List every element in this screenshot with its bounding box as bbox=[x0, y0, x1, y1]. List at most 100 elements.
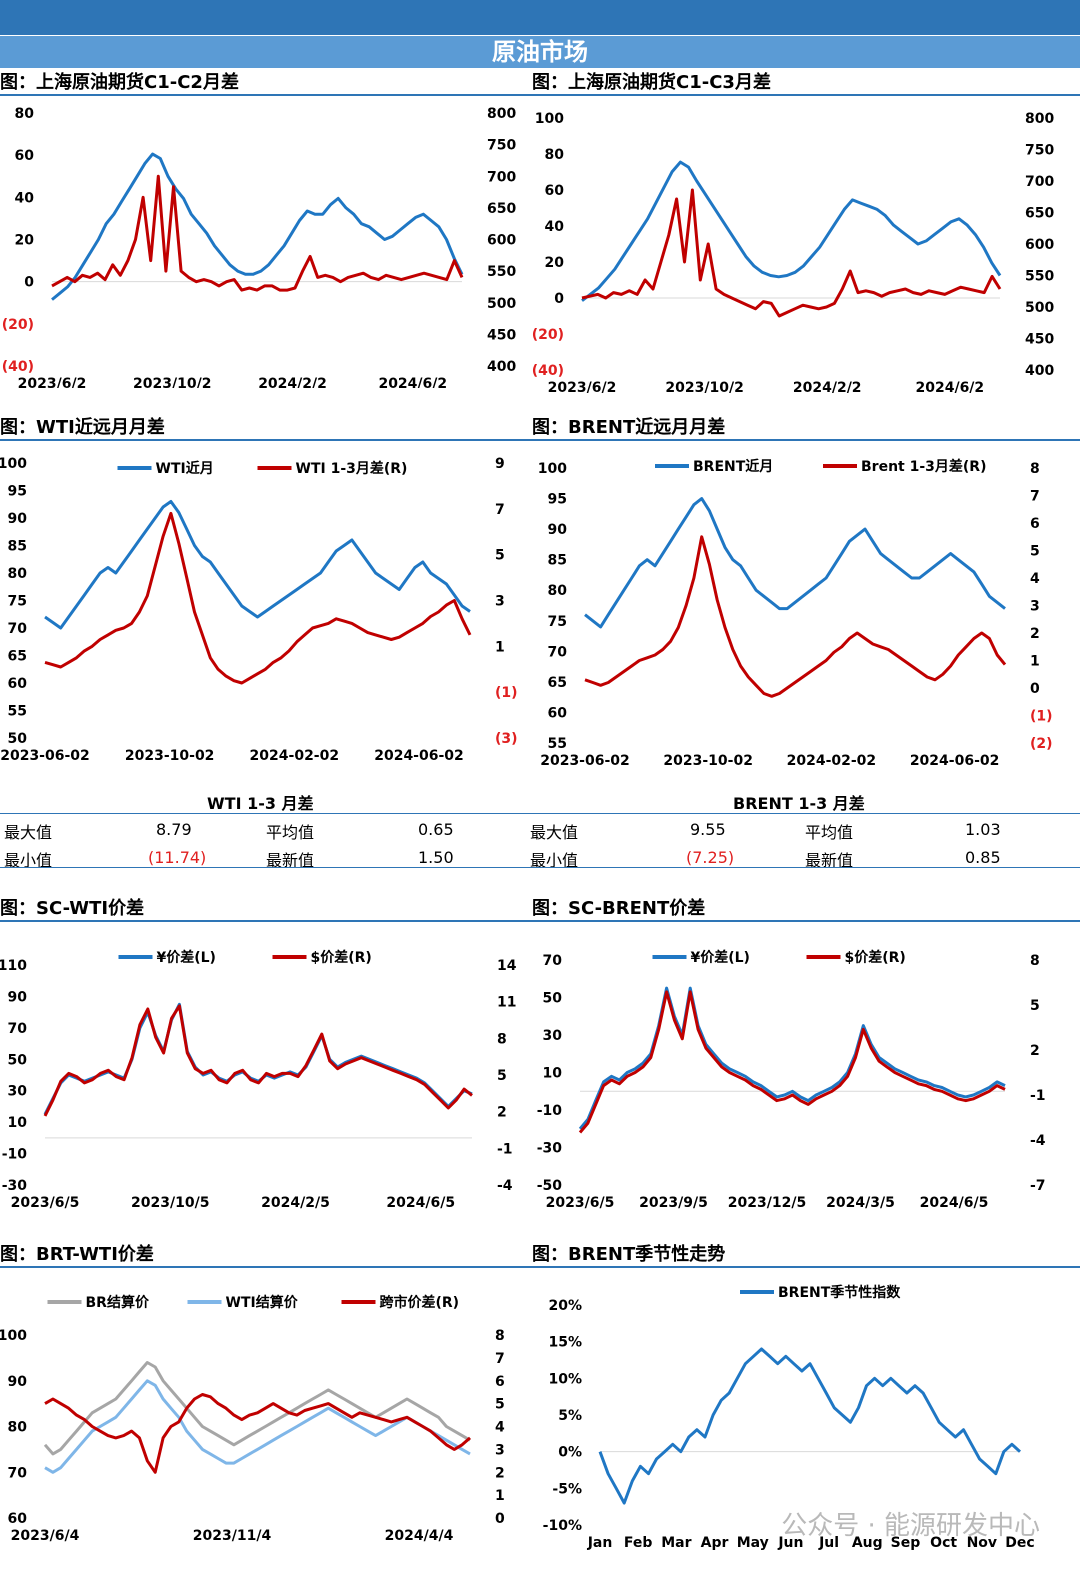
y-left-tick: 110 bbox=[0, 958, 27, 974]
y-left-tick: 10 bbox=[8, 1115, 28, 1131]
series-line bbox=[584, 535, 1007, 698]
stats-top-border bbox=[0, 813, 1080, 814]
legend-label: BR结算价 bbox=[86, 1294, 150, 1311]
y-left-tick: 90 bbox=[548, 522, 568, 538]
y-left-tick: 80 bbox=[548, 583, 568, 599]
stats-wti: WTI 1-3 月差 最大值 8.79 平均值 0.65 最小值 (11.74)… bbox=[0, 790, 528, 870]
x-tick: 2023/11/4 bbox=[193, 1528, 272, 1544]
y-left-tick: 10% bbox=[548, 1371, 582, 1387]
y-right-tick: 400 bbox=[487, 359, 516, 375]
legend-label: WTI结算价 bbox=[226, 1294, 299, 1311]
panel-title-sc-c1c2: 图：上海原油期货C1-C2月差 bbox=[0, 70, 528, 96]
x-tick: Oct bbox=[930, 1535, 957, 1551]
x-tick: Jul bbox=[818, 1535, 839, 1551]
y-right-tick: 11 bbox=[497, 995, 516, 1011]
y-left-tick: 100 bbox=[0, 1328, 27, 1344]
y-right-tick: 4 bbox=[1030, 571, 1040, 587]
x-tick: 2024/2/2 bbox=[793, 380, 862, 393]
y-left-tick: 10 bbox=[543, 1066, 563, 1082]
y-right-tick: 1 bbox=[495, 1488, 505, 1504]
stats-wti-min: (11.74) bbox=[148, 848, 207, 867]
x-tick: 2024/2/5 bbox=[261, 1195, 330, 1211]
chart-brt-wti: 100 90 80 70 60 8 7 6 5 4 3 2 1 0 2023/6/4 2023/11/4 202… bbox=[0, 1294, 505, 1544]
chart-brent-spread: 100959085807570656055876543210(1)(2)2023… bbox=[538, 458, 1053, 769]
x-tick: Aug bbox=[852, 1535, 883, 1551]
y-left-tick: 80 bbox=[8, 1420, 28, 1436]
x-tick: 2023/12/5 bbox=[728, 1195, 806, 1211]
series-line bbox=[581, 188, 1002, 318]
x-tick: 2024/6/5 bbox=[386, 1195, 455, 1211]
y-left-tick: -10% bbox=[543, 1518, 582, 1534]
y-right-tick: (2) bbox=[1030, 736, 1053, 752]
y-left-tick: 20 bbox=[545, 255, 565, 271]
y-right-tick: 6 bbox=[1030, 516, 1040, 532]
y-right-tick: (1) bbox=[495, 685, 518, 701]
x-tick: 2023/10/2 bbox=[133, 376, 211, 388]
y-right-tick: 450 bbox=[487, 327, 516, 343]
y-right-tick: -1 bbox=[1030, 1088, 1046, 1104]
y-right-tick: 800 bbox=[487, 106, 516, 122]
x-tick: Mar bbox=[661, 1535, 691, 1551]
x-tick: 2023/6/2 bbox=[18, 376, 87, 388]
y-left-tick: 90 bbox=[8, 511, 28, 527]
y-right-tick: (3) bbox=[495, 731, 518, 747]
stats-brent-max: 9.55 bbox=[690, 820, 726, 839]
x-tick: 2023/10/2 bbox=[665, 380, 743, 393]
panel-title-sc-brent: 图：SC-BRENT价差 bbox=[528, 896, 1080, 922]
y-left-tick: 60 bbox=[545, 183, 565, 199]
x-tick: 2023/6/2 bbox=[548, 380, 617, 393]
y-left-tick: -10 bbox=[537, 1103, 563, 1119]
y-right-tick: 550 bbox=[1025, 269, 1054, 285]
y-left-tick: 70 bbox=[548, 644, 568, 660]
series-line bbox=[43, 1361, 471, 1456]
watermark: 公众号 · 能源研发中心 bbox=[781, 1511, 1040, 1541]
chart-sc-c1c3: 100 80 60 40 20 0 (20) (40) 800 750 700 650 600 550 50… bbox=[532, 111, 1055, 393]
x-tick: Jun bbox=[777, 1535, 803, 1551]
series-line bbox=[598, 1347, 1022, 1505]
y-right-tick: 500 bbox=[1025, 300, 1054, 316]
y-left-tick: 55 bbox=[8, 704, 27, 720]
y-left-tick: (40) bbox=[2, 359, 34, 375]
y-left-tick: (20) bbox=[532, 327, 564, 343]
legend-label: WTI近月 bbox=[156, 460, 214, 477]
y-left-tick: 30 bbox=[8, 1084, 28, 1100]
y-right-tick: 500 bbox=[487, 296, 516, 312]
top-bar bbox=[0, 0, 1080, 35]
x-tick: 2023-10-02 bbox=[125, 748, 215, 764]
y-left-tick: 90 bbox=[8, 989, 28, 1005]
y-left-tick: 75 bbox=[8, 594, 27, 610]
y-left-tick: -30 bbox=[537, 1141, 563, 1157]
series-line bbox=[44, 1379, 471, 1474]
y-left-tick: 40 bbox=[545, 219, 565, 235]
y-left-tick: 100 bbox=[538, 461, 567, 477]
legend-label: BRENT季节性指数 bbox=[778, 1284, 901, 1301]
y-left-tick: 55 bbox=[548, 736, 567, 752]
stats-wti-min-label: 最小值 bbox=[4, 851, 53, 870]
chart-sc-c1c2: 80 60 40 20 0 (20) (40) 800 750 700 650 600 550 500 45… bbox=[2, 106, 517, 388]
y-left-tick: 60 bbox=[548, 705, 568, 721]
series-line bbox=[578, 986, 1006, 1130]
stats-brent-latest: 0.85 bbox=[965, 848, 1001, 867]
legend-label: $价差(R) bbox=[845, 949, 906, 966]
chart-brent-seasonal: 20% 15% 10% 5% 0% -5% -10% Jan Feb Mar Apr May Jun Ju… bbox=[543, 1284, 1035, 1551]
stats-wti-avg: 0.65 bbox=[418, 820, 454, 839]
chart-sc-brent: 70 50 30 10 -10 -30 -50 8 5 2 -1 -4 -7 2023/6/5 2023/9… bbox=[537, 949, 1046, 1211]
y-right-tick: 750 bbox=[487, 138, 516, 154]
y-left-tick: 20% bbox=[548, 1298, 582, 1314]
y-left-tick: -10 bbox=[2, 1147, 28, 1163]
x-tick: Sep bbox=[891, 1535, 921, 1551]
y-right-tick: 650 bbox=[1025, 206, 1054, 222]
y-right-tick: 8 bbox=[495, 1328, 505, 1344]
series-line bbox=[43, 1002, 473, 1115]
y-left-tick: 50 bbox=[8, 1052, 28, 1068]
stats-brent-avg: 1.03 bbox=[965, 820, 1001, 839]
x-tick: 2024-02-02 bbox=[787, 753, 877, 769]
series-line bbox=[584, 497, 1006, 629]
y-right-tick: 8 bbox=[497, 1031, 507, 1047]
y-right-tick: 5 bbox=[1030, 544, 1040, 560]
legend-label: $价差(R) bbox=[311, 949, 372, 966]
panel-title-brt-wti: 图：BRT-WTI价差 bbox=[0, 1242, 528, 1268]
y-right-tick: -1 bbox=[497, 1141, 513, 1157]
stats-brent: BRENT 1-3 月差 最大值 9.55 平均值 1.03 最小值 (7.25… bbox=[528, 790, 1080, 870]
y-left-tick: 0 bbox=[554, 291, 564, 307]
